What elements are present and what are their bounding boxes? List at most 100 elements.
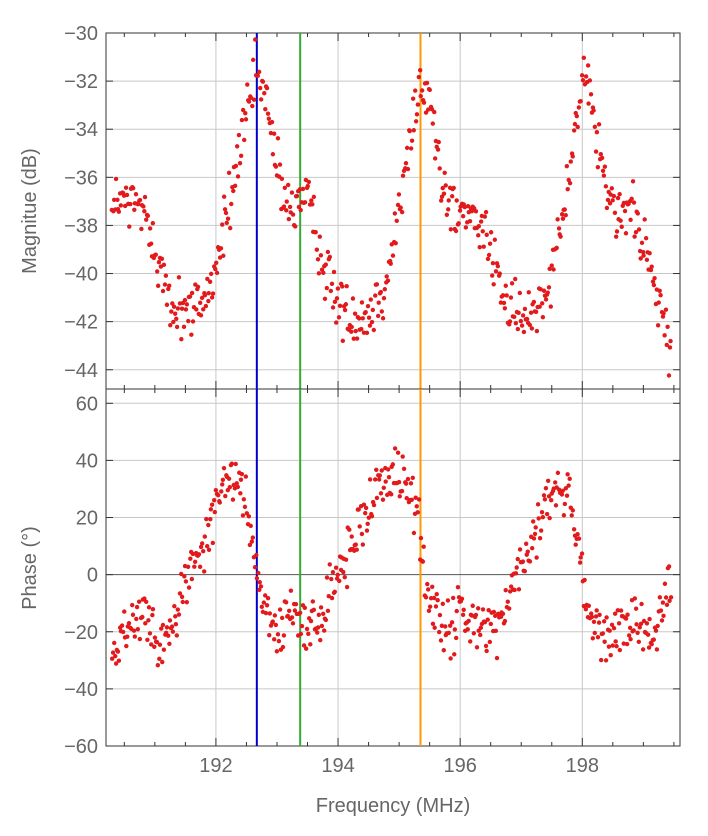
y-tick-label: −34: [64, 119, 98, 141]
data-point: [449, 620, 455, 625]
data-point: [565, 186, 570, 192]
data-point: [366, 315, 372, 320]
data-point: [170, 629, 176, 634]
data-point: [534, 555, 539, 560]
data-point: [155, 662, 161, 668]
data-point: [488, 621, 494, 627]
data-point: [543, 297, 549, 302]
data-point: [255, 73, 260, 78]
data-point: [539, 510, 545, 515]
data-point: [568, 159, 573, 164]
data-point: [413, 119, 419, 124]
data-point: [449, 194, 455, 199]
data-point: [371, 327, 377, 333]
data-point: [367, 477, 373, 482]
data-point: [157, 656, 162, 661]
data-point: [208, 271, 214, 277]
data-point: [531, 299, 537, 305]
data-point: [390, 462, 396, 467]
data-point: [555, 217, 560, 222]
data-point: [213, 488, 219, 493]
data-point: [230, 497, 236, 502]
data-point: [119, 623, 125, 628]
data-point: [374, 495, 380, 501]
data-point: [353, 328, 358, 334]
data-point: [599, 155, 605, 161]
data-point: [646, 645, 652, 650]
data-point: [560, 216, 566, 221]
data-point: [547, 515, 552, 521]
data-point: [562, 207, 567, 212]
data-point: [563, 213, 568, 218]
data-point: [247, 542, 253, 548]
data-point: [290, 212, 296, 217]
data-point: [240, 513, 246, 518]
data-point: [664, 602, 670, 608]
data-point: [208, 516, 213, 522]
data-point: [594, 130, 600, 135]
data-point: [465, 627, 470, 632]
data-point: [592, 124, 598, 129]
data-point: [232, 183, 238, 188]
data-point: [454, 608, 459, 614]
data-point: [182, 574, 187, 579]
data-point: [513, 571, 519, 576]
data-point: [142, 194, 148, 200]
data-point: [203, 303, 209, 309]
data-point: [619, 224, 624, 229]
data-point: [376, 300, 381, 305]
data-point: [155, 283, 161, 288]
data-point: [372, 477, 378, 482]
data-point: [399, 488, 405, 494]
data-point: [595, 164, 601, 170]
data-point: [578, 555, 583, 560]
data-point: [318, 253, 324, 258]
data-point: [638, 256, 643, 261]
data-point: [188, 556, 193, 561]
data-point: [130, 185, 136, 191]
data-point: [325, 608, 331, 614]
data-point: [533, 525, 538, 530]
data-point: [432, 156, 438, 161]
data-point: [272, 637, 277, 642]
data-point: [501, 300, 507, 306]
data-point: [591, 108, 596, 113]
data-point: [668, 338, 673, 344]
data-point: [476, 233, 481, 238]
data-point: [319, 623, 325, 629]
data-point: [543, 486, 549, 491]
data-point: [369, 319, 375, 325]
data-point: [559, 492, 565, 497]
data-point: [500, 611, 506, 617]
data-point: [630, 179, 636, 184]
data-point: [160, 288, 166, 294]
data-point: [421, 544, 426, 549]
data-point: [235, 174, 241, 179]
data-point: [487, 241, 493, 246]
data-point: [324, 285, 330, 291]
data-point: [579, 551, 585, 556]
data-point: [471, 631, 477, 636]
data-point: [194, 307, 199, 312]
y-tick-label: −32: [64, 71, 98, 93]
data-point: [470, 603, 475, 608]
data-point: [327, 562, 332, 567]
data-point: [648, 267, 654, 273]
data-point: [654, 647, 660, 652]
data-point: [531, 536, 537, 541]
data-point: [220, 477, 226, 482]
data-point: [392, 211, 398, 216]
data-point: [113, 176, 119, 182]
data-point: [190, 319, 196, 324]
data-point: [405, 166, 411, 172]
data-point: [452, 652, 457, 657]
data-point: [187, 294, 193, 299]
data-point: [172, 603, 177, 609]
data-point: [608, 653, 613, 658]
data-point: [392, 446, 398, 451]
data-point: [606, 644, 612, 649]
data-point: [279, 615, 285, 621]
data-point: [490, 260, 496, 266]
data-point: [430, 621, 436, 626]
data-point: [424, 80, 430, 86]
